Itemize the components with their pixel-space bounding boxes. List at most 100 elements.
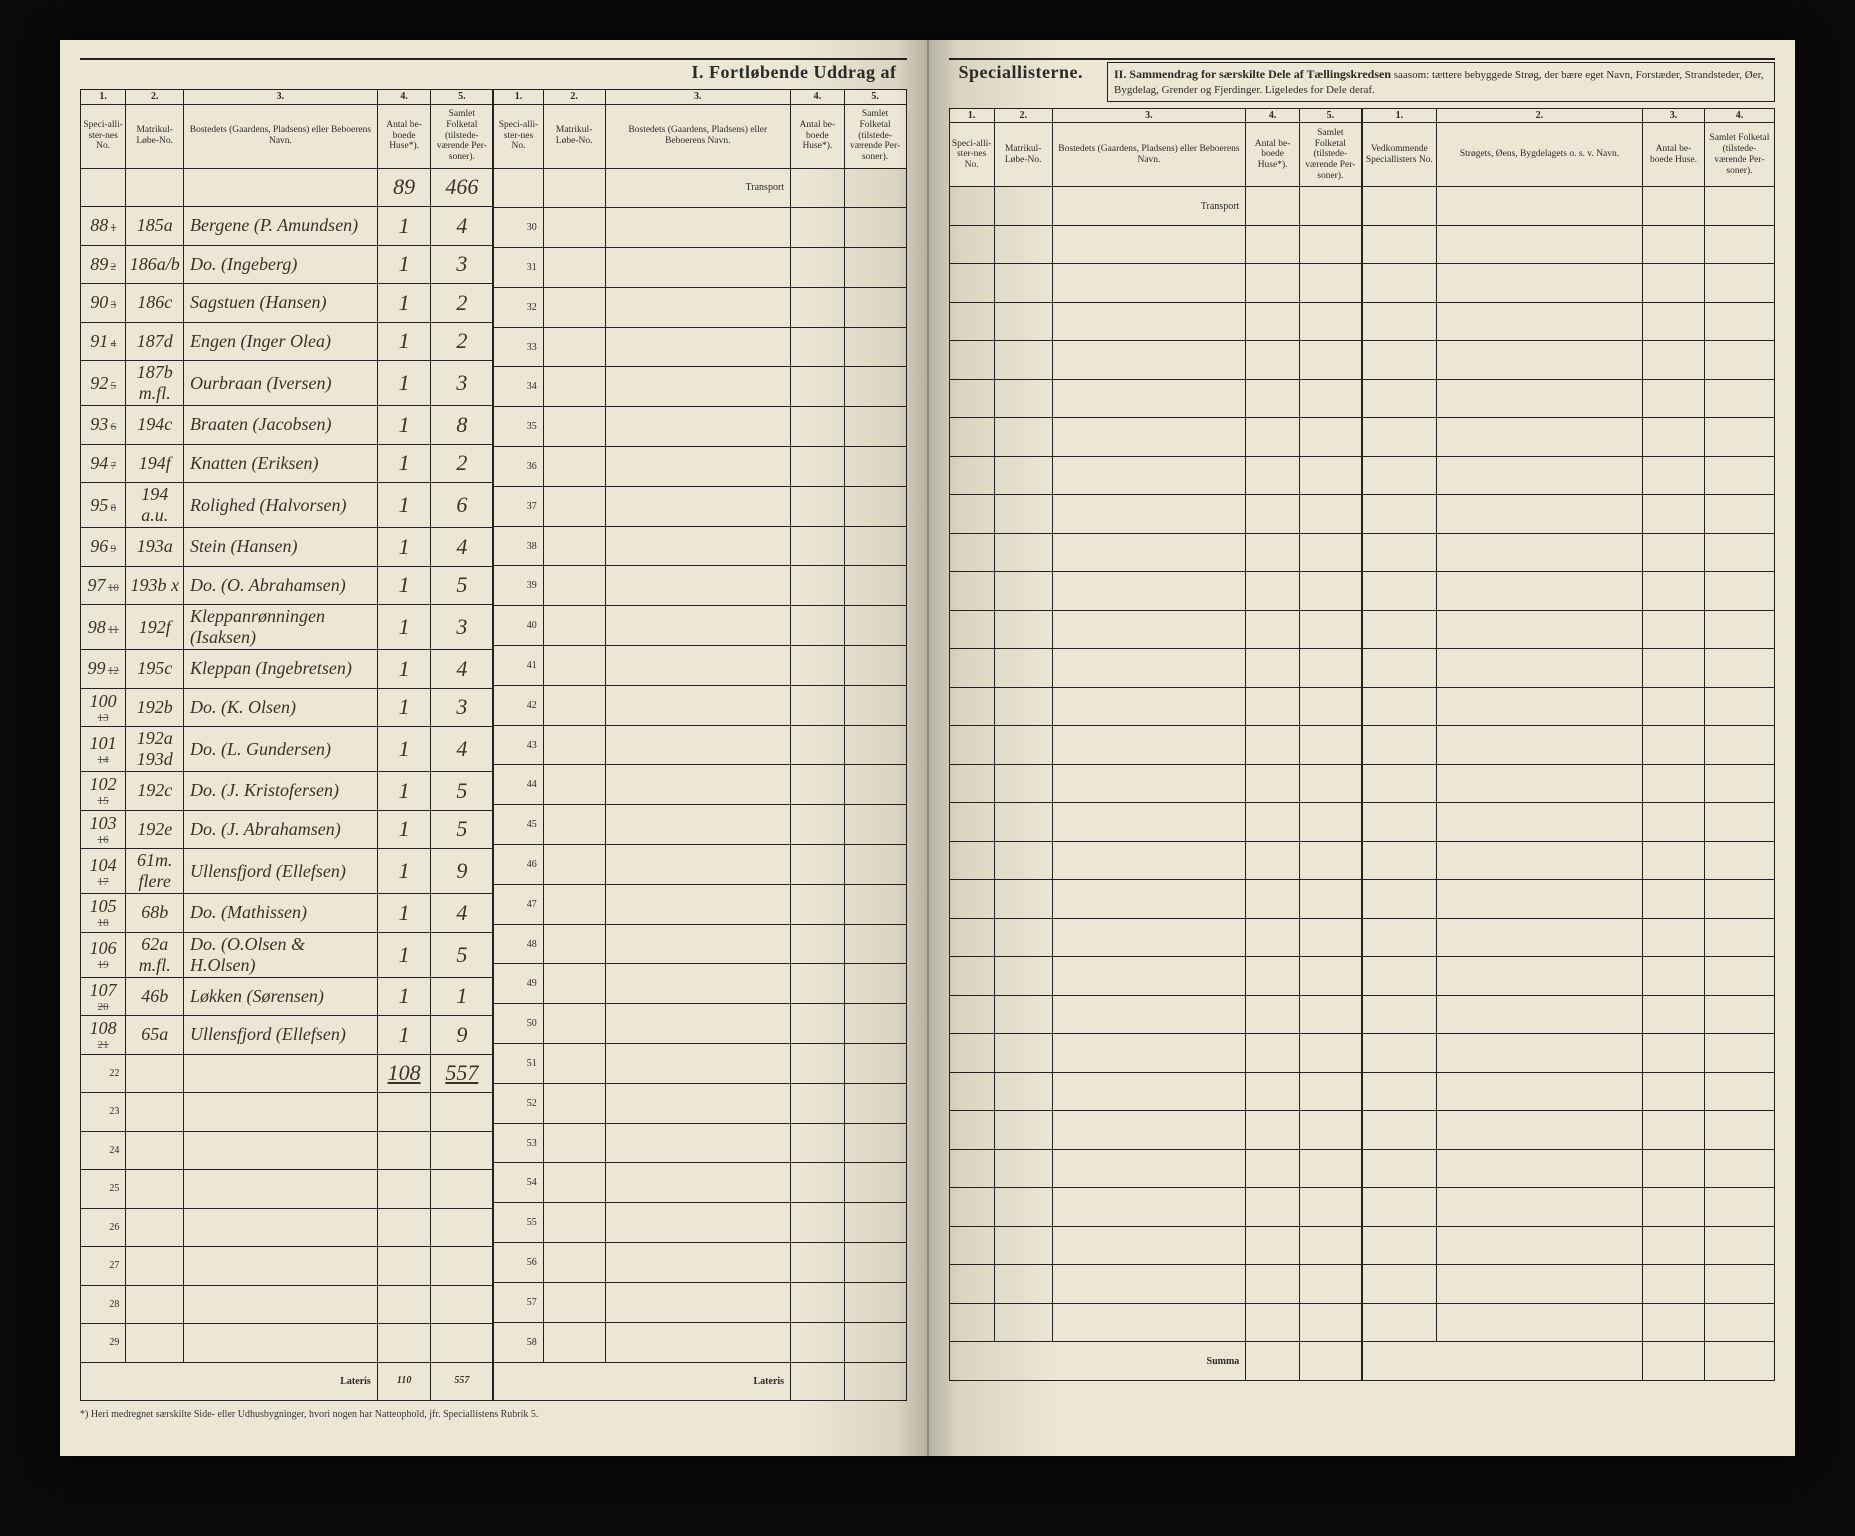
table-row — [1362, 341, 1774, 380]
colnum: 1. — [81, 90, 126, 105]
table-row — [949, 533, 1361, 572]
table-row — [949, 302, 1361, 341]
footnote: *) Heri medregnet særskilte Side- eller … — [80, 1409, 907, 1420]
table-row — [1362, 764, 1774, 803]
table-row — [1362, 1226, 1774, 1265]
table-row — [949, 418, 1361, 457]
table-row: 50 — [494, 1004, 906, 1044]
lateris-h: 110 — [377, 1362, 431, 1401]
table-row — [1362, 1111, 1774, 1150]
section-1-title-right: Speciallisterne. — [949, 62, 1093, 83]
table-row: 45 — [494, 805, 906, 845]
table-row: 98 11192fKleppanrønningen (Isaksen)13 — [81, 605, 493, 650]
left-table-a: 1.2.3.4.5. Speci-alli-ster-nes No. Matri… — [80, 89, 493, 1401]
table-row: 89 2186a/bDo. (Ingeberg)13 — [81, 245, 493, 284]
table-row — [949, 995, 1361, 1034]
table-row: 103 16192eDo. (J. Abrahamsen)15 — [81, 810, 493, 849]
table-row — [1362, 1188, 1774, 1227]
hdr-c4: Antal be-boede Huse*). — [377, 104, 431, 168]
table-row — [949, 841, 1361, 880]
table-row — [1362, 880, 1774, 919]
hdr-r3: Antal be-boede Huse. — [1643, 123, 1705, 187]
table-row: 49 — [494, 964, 906, 1004]
table-row — [949, 1188, 1361, 1227]
table-row: 22108557 — [81, 1054, 493, 1093]
table-row: 30 — [494, 208, 906, 248]
table-row — [949, 264, 1361, 303]
table-row: 56 — [494, 1243, 906, 1283]
table-row — [1362, 687, 1774, 726]
hdr-c3: Bostedets (Gaardens, Pladsens) eller Beb… — [184, 104, 378, 168]
table-row — [949, 764, 1361, 803]
table-row — [1362, 803, 1774, 842]
table-row: 95 8194 a.u.Rolighed (Halvorsen)16 — [81, 483, 493, 528]
table-row — [1362, 1072, 1774, 1111]
table-row — [1362, 1034, 1774, 1073]
table-row — [949, 687, 1361, 726]
left-page: I. Fortløbende Uddrag af 1.2.3.4.5. Spec… — [60, 40, 929, 1456]
table-row: 51 — [494, 1044, 906, 1084]
hdr-r4: Samlet Folketal (tilstede-værende Per-so… — [1704, 123, 1774, 187]
table-row — [949, 1149, 1361, 1188]
table-row — [949, 341, 1361, 380]
table-row: 27 — [81, 1247, 493, 1286]
table-row: 31 — [494, 248, 906, 288]
table-row: 106 1962a m.fl.Do. (O.Olsen & H.Olsen)15 — [81, 932, 493, 977]
table-row: 58 — [494, 1322, 906, 1362]
table-row — [949, 1226, 1361, 1265]
table-row: 43 — [494, 725, 906, 765]
table-row: 24 — [81, 1131, 493, 1170]
table-row: 44 — [494, 765, 906, 805]
hdr-c1: Speci-alli-ster-nes No. — [81, 104, 126, 168]
table-row — [949, 1034, 1361, 1073]
left-table-b: 1.2.3.4.5. Speci-alli-ster-nes No. Matri… — [493, 89, 906, 1401]
table-row: 97 10193b xDo. (O. Abrahamsen)15 — [81, 566, 493, 605]
hdr-c2: Matrikul-Løbe-No. — [126, 104, 184, 168]
right-page: Speciallisterne. II. Sammendrag for særs… — [929, 40, 1796, 1456]
table-row: 38 — [494, 526, 906, 566]
table-row: 101 14192a 193dDo. (L. Gundersen)14 — [81, 727, 493, 772]
table-row — [1362, 1265, 1774, 1304]
table-row — [949, 572, 1361, 611]
table-row: 93 6194cBraaten (Jacobsen)18 — [81, 406, 493, 445]
hdr-r1: Vedkommende Speciallisters No. — [1362, 123, 1436, 187]
table-row — [1362, 841, 1774, 880]
table-row — [1362, 264, 1774, 303]
table-row — [1362, 649, 1774, 688]
table-row — [949, 1265, 1361, 1304]
table-row — [1362, 572, 1774, 611]
hdr-r2: Strøgets, Øens, Bygdelagets o. s. v. Nav… — [1436, 123, 1642, 187]
transport-row: Transport — [949, 187, 1361, 226]
lateris-p: 557 — [431, 1362, 493, 1401]
table-row — [1362, 225, 1774, 264]
table-row: 94 7194fKnatten (Eriksen)12 — [81, 444, 493, 483]
table-row: 29 — [81, 1324, 493, 1363]
table-row: 37 — [494, 486, 906, 526]
table-row: 54 — [494, 1163, 906, 1203]
spine-shadow — [897, 40, 927, 1456]
table-row — [1362, 1303, 1774, 1342]
table-row: 108 2165aUllensfjord (Ellefsen)19 — [81, 1016, 493, 1055]
table-row: 53 — [494, 1123, 906, 1163]
table-row — [1362, 187, 1774, 226]
table-row: 96 9193aStein (Hansen)14 — [81, 528, 493, 567]
table-row — [949, 918, 1361, 957]
table-row: 28 — [81, 1285, 493, 1324]
table-row: 39 — [494, 566, 906, 606]
table-row: 47 — [494, 884, 906, 924]
table-row: 89466 — [81, 168, 493, 207]
table-row: 104 1761m. flereUllensfjord (Ellefsen)19 — [81, 849, 493, 894]
table-row: 88 1185aBergene (P. Amundsen)14 — [81, 207, 493, 246]
right-table-b: 1.2.3.4. Vedkommende Speciallisters No. … — [1362, 108, 1775, 1381]
top-rule — [949, 58, 1776, 60]
table-row — [1362, 1149, 1774, 1188]
table-row: 40 — [494, 606, 906, 646]
table-row — [1362, 379, 1774, 418]
table-row: 48 — [494, 924, 906, 964]
table-row — [1362, 495, 1774, 534]
table-row: 25 — [81, 1170, 493, 1209]
table-row — [949, 1111, 1361, 1150]
table-row: 57 — [494, 1282, 906, 1322]
table-row — [949, 456, 1361, 495]
table-row — [1362, 726, 1774, 765]
